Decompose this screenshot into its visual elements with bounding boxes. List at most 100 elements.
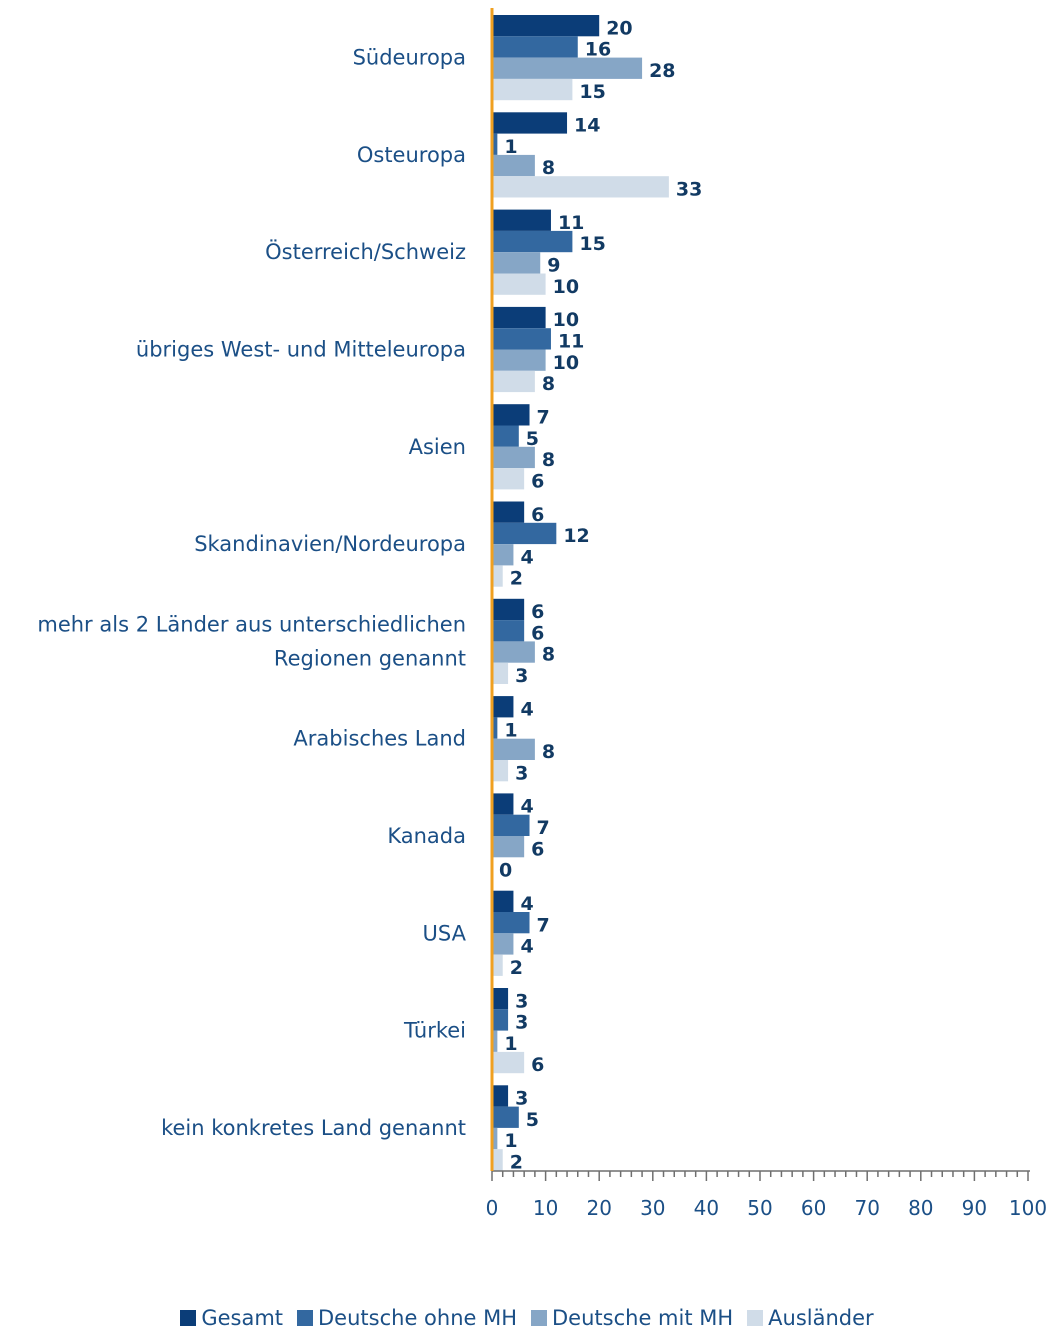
- bar-1-4: [492, 78, 573, 101]
- bar-1-1: [492, 15, 600, 37]
- value-label: 12: [563, 525, 589, 547]
- bar-8-2: [492, 717, 498, 739]
- value-label: 8: [542, 449, 555, 471]
- legend-swatch: [297, 1310, 314, 1326]
- x-axis: 0 10 20 30 40 50 60 70 80 90 100: [486, 1170, 1047, 1220]
- value-label: 6: [531, 838, 544, 860]
- value-label: 1: [504, 720, 517, 742]
- value-label: 11: [558, 212, 584, 234]
- bar-4-4: [492, 370, 535, 393]
- value-label: 5: [526, 1109, 539, 1131]
- x-tick-label: 40: [694, 1196, 719, 1220]
- value-label: 20: [606, 17, 632, 39]
- legend: Gesamt Deutsche ohne MH Deutsche mit MH Aus…: [0, 1306, 1054, 1330]
- value-label: 4: [520, 936, 533, 958]
- value-label: 10: [553, 309, 579, 331]
- value-label: 2: [510, 957, 523, 979]
- value-label: 6: [531, 504, 544, 526]
- bar-2-3: [492, 154, 535, 177]
- x-tick-label: 20: [586, 1196, 611, 1220]
- bar-7-1: [492, 598, 525, 621]
- value-label: 33: [676, 179, 702, 201]
- x-tick-label: 100: [1009, 1196, 1047, 1220]
- value-label: 1: [504, 1130, 517, 1152]
- category-label: übriges West- und Mitteleuropa: [136, 338, 466, 362]
- value-label: 7: [537, 407, 550, 429]
- value-label: 8: [542, 741, 555, 763]
- bar-3-4: [492, 273, 546, 295]
- category-label: kein konkretes Land genannt: [161, 1116, 466, 1140]
- legend-item: Deutsche mit MH: [531, 1306, 733, 1330]
- bar-6-1: [492, 501, 525, 523]
- x-tick-label: 90: [962, 1196, 987, 1220]
- x-tick-label: 0: [486, 1196, 499, 1220]
- value-label: 3: [515, 762, 528, 784]
- bar-9-1: [492, 793, 514, 815]
- category-label: Türkei: [403, 1019, 466, 1043]
- value-label: 4: [520, 893, 533, 915]
- bar-7-4: [492, 662, 509, 684]
- bar-3-2: [492, 230, 573, 253]
- value-label: 15: [579, 81, 605, 103]
- value-label: 7: [537, 817, 550, 839]
- bar-3-3: [492, 252, 541, 274]
- bar-6-4: [492, 565, 503, 587]
- value-label: 1: [504, 136, 517, 158]
- bar-8-4: [492, 760, 509, 782]
- value-label: 4: [520, 546, 533, 568]
- value-label: 2: [510, 568, 523, 590]
- bar-11-4: [492, 1051, 525, 1074]
- bar-3-1: [492, 209, 551, 231]
- value-label: 4: [520, 796, 533, 818]
- value-label: 6: [531, 1054, 544, 1076]
- value-label: 0: [499, 860, 512, 882]
- value-label: 10: [553, 276, 579, 298]
- bar-10-3: [492, 933, 514, 955]
- bar-4-3: [492, 349, 546, 371]
- legend-item: Gesamt: [180, 1306, 283, 1330]
- bar-12-2: [492, 1106, 519, 1128]
- category-label: Skandinavien/Nordeuropa: [194, 532, 466, 556]
- x-tick-label: 30: [640, 1196, 665, 1220]
- bar-2-4: [492, 176, 669, 198]
- legend-label: Deutsche ohne MH: [318, 1306, 518, 1330]
- bar-1-3: [492, 57, 643, 79]
- bar-5-4: [492, 468, 525, 490]
- value-label: 8: [542, 157, 555, 179]
- value-label: 8: [542, 373, 555, 395]
- bar-6-2: [492, 522, 557, 545]
- bar-2-1: [492, 112, 568, 134]
- value-label: 3: [515, 1012, 528, 1034]
- bar-4-1: [492, 306, 546, 329]
- value-label: 16: [585, 39, 611, 61]
- value-label: 15: [579, 233, 605, 255]
- category-label: Arabisches Land: [293, 727, 466, 751]
- bar-10-1: [492, 890, 514, 912]
- bar-7-2: [492, 620, 525, 642]
- bar-11-3: [492, 1030, 498, 1052]
- x-tick-label: 60: [801, 1196, 826, 1220]
- value-label: 6: [531, 622, 544, 644]
- category-label: Regionen genannt: [274, 646, 466, 670]
- legend-label: Deutsche mit MH: [552, 1306, 734, 1330]
- bar-2-2: [492, 133, 498, 155]
- legend-swatch: [180, 1310, 197, 1326]
- legend-item: Deutsche ohne MH: [297, 1306, 517, 1330]
- value-label: 14: [574, 115, 600, 137]
- value-label: 1: [504, 1033, 517, 1055]
- category-label: Asien: [409, 435, 466, 459]
- bar-1-2: [492, 36, 578, 58]
- value-label: 4: [520, 698, 533, 720]
- bar-8-1: [492, 696, 514, 718]
- value-label: 28: [649, 60, 675, 82]
- bar-10-4: [492, 954, 503, 976]
- bar-12-1: [492, 1085, 509, 1107]
- category-label: Osteuropa: [357, 143, 466, 167]
- bar-11-2: [492, 1009, 509, 1031]
- category-labels-group: Südeuropa Osteuropa Österreich/Schweiz übri…: [37, 46, 466, 1140]
- value-label: 2: [510, 1152, 523, 1174]
- bar-6-3: [492, 544, 514, 566]
- x-tick-label: 50: [747, 1196, 772, 1220]
- value-label: 9: [547, 255, 560, 277]
- bar-5-3: [492, 446, 535, 469]
